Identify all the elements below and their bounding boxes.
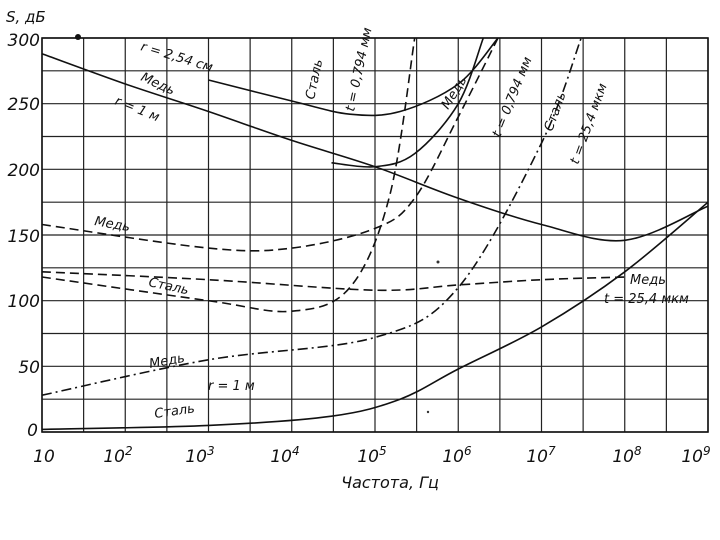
- grid: [41, 37, 709, 433]
- x-tick-labels: 10 102 103 104 105 106 107 108 109: [33, 444, 710, 467]
- ink-dot: [426, 410, 430, 414]
- annotation-label: Медь: [630, 273, 666, 288]
- annotation-label: r = 1 м: [208, 379, 255, 394]
- y-axis-label: S, дБ: [6, 8, 46, 26]
- x-axis-label: Частота, Гц: [341, 473, 439, 492]
- x-tick-label: 107: [526, 444, 556, 467]
- x-tick-label: 103: [185, 444, 214, 467]
- series-line-8: [42, 201, 708, 431]
- plot-frame: [41, 37, 709, 433]
- y-tick-label: 300: [8, 31, 40, 51]
- ink-dot: [436, 260, 440, 264]
- y-tick-labels: 0 50 100 150 200 250 300: [8, 31, 40, 441]
- annotation-label: Медь: [148, 351, 186, 372]
- y-tick-label: 200: [8, 161, 40, 181]
- y-tick-label: 150: [8, 227, 40, 247]
- annotation-label: Сталь: [153, 401, 195, 422]
- curves: [42, 38, 708, 431]
- ink-dot: [75, 34, 81, 40]
- series-line-3: [331, 38, 485, 168]
- x-tick-label: 104: [270, 444, 299, 467]
- series-line-7: [42, 38, 582, 396]
- y-tick-label: 50: [18, 358, 40, 378]
- y-tick-label: 0: [27, 421, 38, 441]
- x-tick-label: 106: [442, 444, 472, 467]
- annotation-label: Медь: [93, 214, 131, 235]
- x-tick-label: 105: [357, 444, 386, 467]
- series-line-4: [42, 38, 499, 252]
- series-line-6: [42, 38, 416, 313]
- x-tick-label: 109: [681, 444, 710, 467]
- y-tick-label: 250: [8, 95, 40, 115]
- series-line-2: [208, 38, 499, 117]
- annotation-label: t = 25,4 мкм: [604, 292, 689, 307]
- x-tick-label: 108: [612, 444, 642, 467]
- x-tick-label: 102: [103, 444, 132, 467]
- series-line-5: [42, 271, 625, 292]
- x-tick-label: 10: [33, 447, 55, 467]
- y-tick-label: 100: [8, 292, 40, 312]
